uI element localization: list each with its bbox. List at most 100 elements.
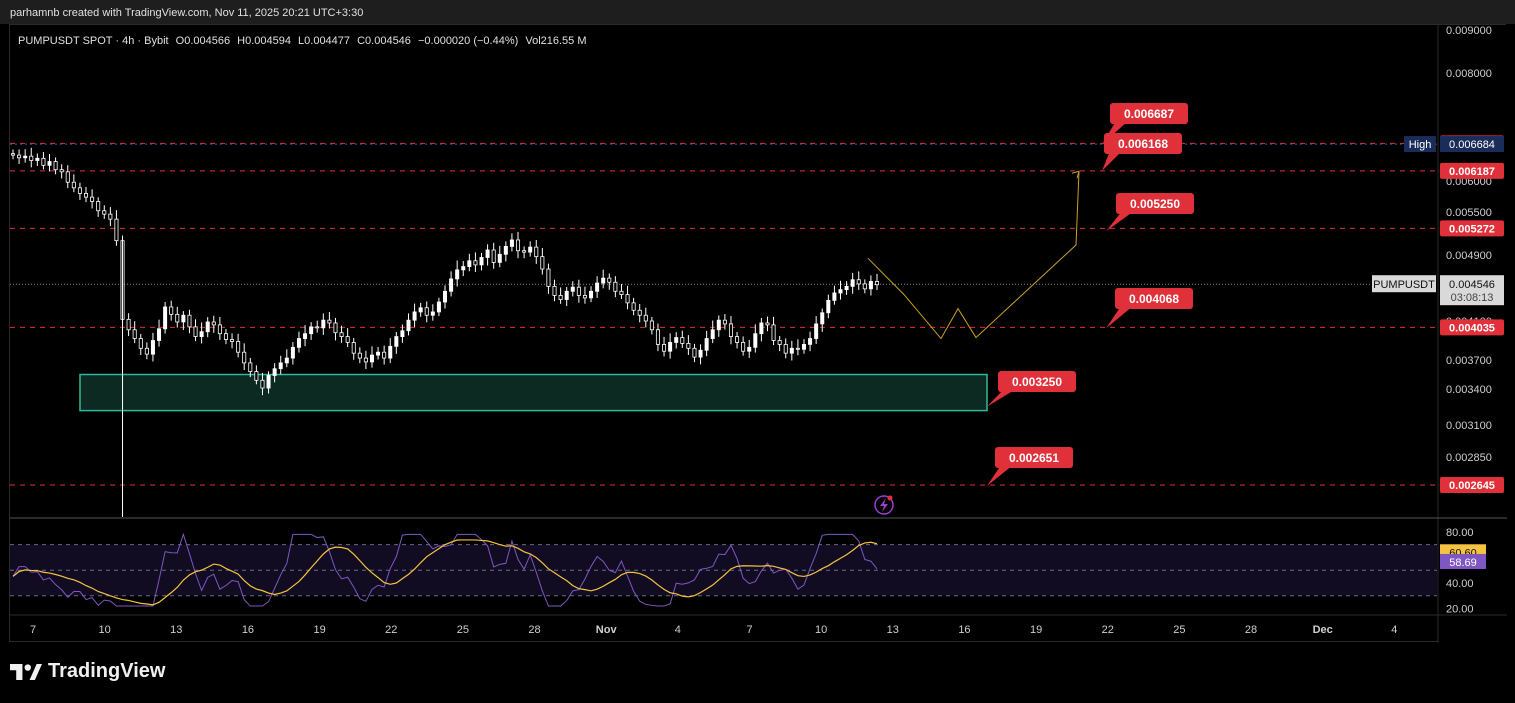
rsi-ma-line xyxy=(12,539,878,606)
candle-body xyxy=(765,322,770,326)
level-price-label: 0.006187 xyxy=(1449,166,1495,178)
candle-body xyxy=(522,250,527,253)
chart-frame[interactable]: 0.009000 0.008000 0.006000 0.005500 0.004900… xyxy=(9,24,1507,643)
candle-body xyxy=(96,201,101,212)
candle-body xyxy=(509,239,514,247)
price-chart[interactable]: 0.009000 0.008000 0.006000 0.005500 0.004900… xyxy=(10,25,1507,643)
candle-body xyxy=(41,157,46,166)
candle-body xyxy=(84,192,89,198)
callout-label: 0.005250 xyxy=(1106,193,1194,232)
candle-body xyxy=(181,314,186,323)
level-price-label: 0.002645 xyxy=(1449,480,1495,492)
symbol-legend: PUMPUSDT SPOT · 4h · Bybit O0.004566 H0.… xyxy=(18,35,591,47)
candle-body xyxy=(795,347,800,350)
candle-body xyxy=(132,329,137,339)
level-price-label: 0.004035 xyxy=(1449,322,1495,334)
candle-body xyxy=(716,319,721,331)
candle-body xyxy=(217,324,222,335)
candle-body xyxy=(801,343,806,350)
candle-body xyxy=(187,314,192,328)
candle-body xyxy=(728,323,733,337)
candle-body xyxy=(838,289,843,294)
candle-body xyxy=(704,338,709,351)
candle-body xyxy=(315,326,320,329)
candle-body xyxy=(442,290,447,303)
level-price-tag xyxy=(1440,477,1504,493)
candle-body xyxy=(680,337,685,344)
candle-body xyxy=(321,319,326,329)
price-tick-label: 0.004900 xyxy=(1446,250,1492,262)
candle-body xyxy=(485,249,490,258)
candle-body xyxy=(552,285,557,296)
legend-change: −0.000020 (−0.44%) xyxy=(417,35,519,47)
header-bar: parhamnb created with TradingView.com, N… xyxy=(0,0,1515,24)
time-tick-label: 4 xyxy=(1391,624,1397,636)
candle-body xyxy=(698,349,703,358)
time-tick-label: 16 xyxy=(958,624,970,636)
candle-body xyxy=(777,340,782,345)
legend-open: O0.004566 xyxy=(175,35,231,47)
legend-close: C0.004546 xyxy=(357,35,411,47)
candle-body xyxy=(589,290,594,299)
candle-body xyxy=(692,347,697,358)
candle-body xyxy=(449,278,454,292)
candle-body xyxy=(47,161,52,166)
candle-body xyxy=(296,338,301,348)
callout-text: 0.006687 xyxy=(1124,107,1174,121)
tradingview-logo-icon xyxy=(10,663,42,680)
candle-body xyxy=(771,324,776,341)
candle-body xyxy=(102,210,107,215)
legend-low: L0.004477 xyxy=(298,35,351,47)
candle-body xyxy=(278,362,283,370)
candle-body xyxy=(10,153,16,156)
candle-body xyxy=(163,306,168,330)
candle-body xyxy=(333,322,338,334)
candle-body xyxy=(90,196,95,202)
price-tick-label: 0.003100 xyxy=(1446,420,1492,432)
time-tick-label: 13 xyxy=(887,624,899,636)
candle-body xyxy=(826,299,831,314)
candle-body xyxy=(126,318,131,331)
candle-body xyxy=(29,155,34,161)
candle-body xyxy=(327,319,332,324)
current-symbol-label: PUMPUSDT xyxy=(1373,279,1435,291)
candle-body xyxy=(844,285,849,291)
rsi-tick-label: 20.00 xyxy=(1446,604,1474,616)
callout-box xyxy=(1110,103,1188,124)
time-tick-label: 10 xyxy=(815,624,827,636)
price-tick-label: 0.005500 xyxy=(1446,207,1492,219)
candle-body xyxy=(59,169,64,173)
footer: TradingView xyxy=(10,660,165,683)
time-tick-label: 22 xyxy=(385,624,397,636)
current-symbol-tag xyxy=(1372,275,1436,293)
callout-pointer xyxy=(1106,211,1134,232)
level-price-tag xyxy=(1440,220,1504,237)
level-price-label: 0.005272 xyxy=(1449,223,1495,235)
price-tick-label: 0.009000 xyxy=(1446,25,1492,37)
candle-body xyxy=(199,331,204,338)
time-tick-label: 7 xyxy=(30,624,36,636)
candle-body xyxy=(558,295,563,300)
time-tick-label: 10 xyxy=(99,624,111,636)
callout-text: 0.005250 xyxy=(1130,197,1180,211)
candle-body xyxy=(436,301,441,313)
candles xyxy=(10,147,880,396)
rsi-tag xyxy=(1440,553,1486,569)
legend-volume: Vol216.55 M xyxy=(525,35,587,47)
callout-box xyxy=(1104,133,1182,154)
candle-body xyxy=(388,345,393,359)
callout-box xyxy=(1115,288,1193,309)
footer-brand: TradingView xyxy=(48,660,166,682)
high-value-tag xyxy=(1440,136,1504,153)
candle-body xyxy=(540,256,545,270)
candle-body xyxy=(582,295,587,299)
candle-body xyxy=(205,321,210,333)
candle-body xyxy=(631,302,636,311)
candle-body xyxy=(467,260,472,267)
callout-label: 0.003250 xyxy=(987,371,1076,407)
callout-label: 0.006687 xyxy=(1102,103,1188,145)
candle-body xyxy=(309,326,314,335)
candle-body xyxy=(138,338,143,349)
candle-body xyxy=(613,281,618,292)
time-tick-label: 25 xyxy=(1173,624,1185,636)
